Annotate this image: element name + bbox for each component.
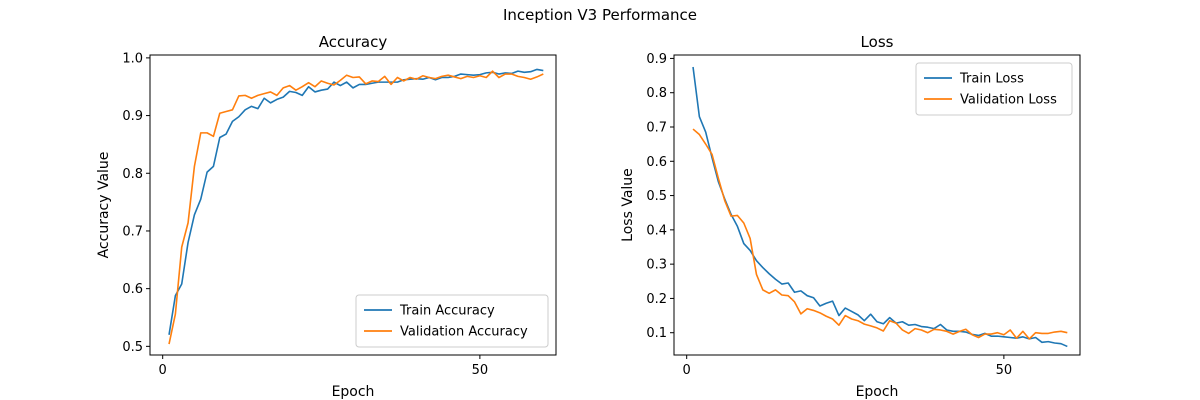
accuracy-y-tick-label: 0.9 — [122, 109, 143, 124]
loss-y-tick-label: 0.4 — [646, 223, 667, 238]
loss-chart: 0 50 0.1 0.2 0.3 0.4 0.5 0.6 0.7 0.8 0.9 Loss Epoch L… — [620, 33, 1081, 400]
accuracy-y-tick-label: 1.0 — [122, 51, 143, 66]
loss-y-tick-label: 0.8 — [646, 86, 667, 101]
loss-y-tick-label: 0.2 — [646, 292, 667, 307]
accuracy-legend: Train Accuracy Validation Accuracy — [355, 294, 549, 348]
loss-series-line-validation — [692, 128, 1068, 340]
accuracy-legend-label: Validation Accuracy — [400, 325, 528, 340]
accuracy-x-tick-label: 0 — [159, 363, 167, 378]
loss-legend-label: Train Loss — [959, 72, 1024, 87]
loss-y-tick-label: 0.7 — [646, 121, 667, 136]
accuracy-x-axis-label: Epoch — [332, 384, 375, 400]
accuracy-series-line-validation — [168, 70, 544, 345]
loss-x-tick-label: 50 — [996, 363, 1013, 378]
loss-legend-box — [915, 62, 1073, 116]
accuracy-chart-title: Accuracy — [319, 33, 388, 51]
loss-y-tick-label: 0.6 — [646, 155, 667, 170]
loss-legend-label: Validation Loss — [960, 93, 1057, 108]
figure-suptitle: Inception V3 Performance — [503, 6, 697, 24]
loss-y-tick-label: 0.9 — [646, 52, 667, 67]
loss-x-tick-label: 0 — [683, 363, 691, 378]
accuracy-legend-box — [355, 294, 549, 348]
loss-x-axis-label: Epoch — [856, 384, 899, 400]
accuracy-series-line-train — [168, 68, 544, 335]
accuracy-legend-label: Train Accuracy — [399, 304, 495, 319]
loss-legend: Train Loss Validation Loss — [915, 62, 1073, 116]
accuracy-chart: 0 50 0.5 0.6 0.7 0.8 0.9 1.0 Accuracy Epoch Accura… — [96, 33, 557, 400]
loss-y-tick-label: 0.1 — [646, 326, 667, 341]
accuracy-y-tick-label: 0.8 — [122, 167, 143, 182]
accuracy-y-tick-label: 0.5 — [122, 340, 143, 355]
loss-chart-title: Loss — [861, 33, 894, 51]
loss-y-tick-label: 0.3 — [646, 258, 667, 273]
loss-y-tick-label: 0.5 — [646, 189, 667, 204]
accuracy-x-tick-label: 50 — [472, 363, 489, 378]
loss-y-axis-label: Loss Value — [620, 168, 636, 242]
accuracy-y-axis-label: Accuracy Value — [96, 152, 112, 259]
accuracy-plot-frame — [149, 54, 557, 356]
loss-plot-frame — [673, 54, 1081, 356]
accuracy-y-tick-label: 0.7 — [122, 224, 143, 239]
loss-series-line-train — [692, 66, 1068, 348]
accuracy-y-tick-label: 0.6 — [122, 282, 143, 297]
